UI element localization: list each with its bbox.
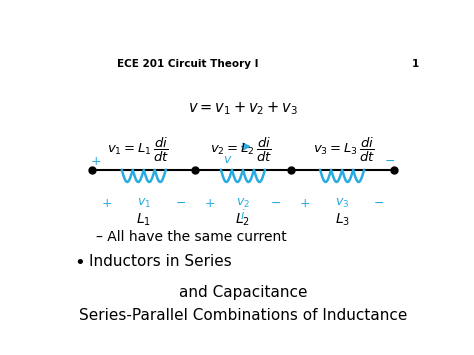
Text: $v_3 = L_3\,\dfrac{di}{dt}$: $v_3 = L_3\,\dfrac{di}{dt}$ — [313, 136, 375, 164]
Text: −: − — [175, 197, 186, 210]
Text: $L_2$: $L_2$ — [236, 212, 250, 229]
Text: ECE 201 Circuit Theory I: ECE 201 Circuit Theory I — [117, 59, 259, 69]
Text: $v_1$: $v_1$ — [137, 197, 151, 210]
Text: $i$: $i$ — [240, 208, 246, 222]
Text: and Capacitance: and Capacitance — [179, 284, 307, 300]
Text: $v_2$: $v_2$ — [236, 197, 250, 210]
Text: −: − — [384, 155, 395, 168]
Text: $v_1 = L_1\,\dfrac{di}{dt}$: $v_1 = L_1\,\dfrac{di}{dt}$ — [107, 136, 169, 164]
Text: – All have the same current: – All have the same current — [96, 230, 287, 244]
Text: +: + — [300, 197, 310, 210]
Text: 1: 1 — [412, 59, 419, 69]
Text: $v_3$: $v_3$ — [335, 197, 349, 210]
Text: −: − — [271, 197, 281, 210]
Text: $v = v_1 + v_2 + v_3$: $v = v_1 + v_2 + v_3$ — [188, 100, 298, 117]
Text: $v_2 = L_2\,\dfrac{di}{dt}$: $v_2 = L_2\,\dfrac{di}{dt}$ — [210, 136, 272, 164]
Text: $L_1$: $L_1$ — [136, 212, 151, 229]
Text: Series-Parallel Combinations of Inductance: Series-Parallel Combinations of Inductan… — [79, 308, 407, 323]
Text: +: + — [91, 155, 101, 168]
Text: +: + — [102, 197, 112, 210]
Text: $v$: $v$ — [223, 153, 233, 166]
Text: $L_3$: $L_3$ — [335, 212, 350, 229]
Text: −: − — [374, 197, 384, 210]
Text: Inductors in Series: Inductors in Series — [89, 255, 231, 269]
Text: +: + — [205, 197, 215, 210]
Text: •: • — [74, 255, 85, 272]
